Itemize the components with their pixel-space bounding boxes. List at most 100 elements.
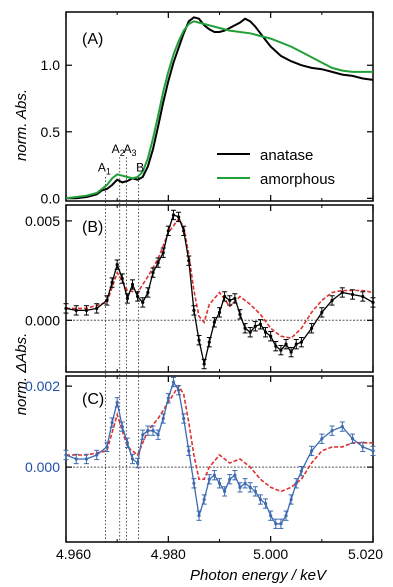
data-point	[238, 485, 242, 489]
data-point	[228, 298, 232, 303]
legend-anatase-label: anatase	[260, 147, 313, 164]
y-tick-label: 0.000	[25, 459, 60, 475]
data-point	[176, 388, 181, 392]
data-point	[197, 338, 201, 342]
data-point	[269, 514, 273, 518]
data-point	[371, 449, 375, 453]
x-tick-label: 5.020	[348, 546, 383, 562]
data-point	[243, 326, 247, 330]
data-point	[64, 306, 68, 310]
data-point	[299, 340, 303, 344]
data-point	[248, 485, 252, 489]
data-point	[141, 300, 145, 305]
data-point	[258, 322, 263, 326]
data-point	[299, 469, 303, 473]
data-point	[258, 497, 263, 502]
data-point	[350, 437, 355, 441]
data-point	[130, 282, 135, 287]
data-point	[95, 453, 99, 457]
series-anatase-line	[66, 16, 374, 200]
data-point	[340, 290, 344, 295]
panel-b-label: (B)	[82, 219, 103, 236]
data-point	[156, 433, 160, 437]
x-tick-label: 5.000	[253, 546, 288, 562]
data-point	[263, 501, 268, 506]
data-point	[202, 362, 206, 366]
data-point	[274, 522, 278, 526]
data-point	[212, 320, 216, 324]
data-point	[105, 445, 109, 449]
data-point	[279, 522, 283, 526]
data-point	[187, 259, 191, 263]
reference-dashed-line	[66, 384, 373, 493]
data-point	[146, 290, 150, 295]
panel-c-label: (C)	[82, 391, 104, 408]
panel-a-label: (A)	[82, 31, 103, 48]
data-point	[182, 416, 186, 421]
x-axis-title: Photon energy / keV	[190, 567, 328, 584]
data-point	[284, 342, 288, 346]
data-point	[166, 229, 170, 233]
data-point	[187, 449, 191, 453]
data-point	[294, 481, 298, 485]
data-point	[253, 489, 257, 493]
data-point	[151, 270, 155, 275]
data-point	[192, 308, 196, 312]
data-point	[84, 308, 89, 312]
y-tick-label: 0.002	[25, 378, 60, 394]
data-point	[161, 416, 165, 421]
data-point	[253, 324, 257, 328]
data-point	[136, 461, 140, 465]
peak-annotation: A3	[123, 142, 136, 158]
y-tick-label: 0.005	[25, 213, 60, 229]
data-point	[115, 263, 119, 267]
y-tick-label: 1.0	[41, 57, 61, 73]
data-point	[136, 294, 140, 299]
data-point	[223, 489, 227, 493]
panel-bc-ylabel: norm. ΔAbs.	[13, 333, 30, 416]
data-point	[110, 420, 114, 425]
data-point	[141, 433, 145, 437]
data-point	[151, 429, 155, 433]
y-tick-label: 0.5	[41, 124, 61, 140]
data-point	[64, 453, 68, 457]
data-point	[217, 481, 222, 485]
x-tick-label: 4.980	[151, 546, 186, 562]
data-point	[120, 425, 124, 429]
reference-dashed-line	[66, 217, 374, 340]
data-point	[238, 312, 242, 316]
data-point	[146, 429, 150, 433]
series-amorphous-line	[65, 20, 373, 200]
data-point	[310, 326, 314, 330]
data-point	[289, 350, 293, 354]
data-point	[84, 457, 89, 461]
data-point	[284, 514, 288, 518]
data-point	[330, 298, 334, 303]
data-point	[74, 457, 78, 461]
data-point	[171, 380, 176, 384]
data-point	[161, 251, 165, 255]
data-point	[320, 310, 324, 314]
data-point	[125, 296, 129, 301]
data-point	[171, 213, 176, 217]
data-point	[274, 344, 278, 348]
data-point	[120, 276, 124, 281]
data-point	[263, 330, 268, 334]
data-point	[243, 481, 247, 485]
data-point	[350, 292, 355, 297]
data-point	[289, 497, 293, 502]
data-point	[217, 310, 222, 314]
peak-annotation: A1	[98, 161, 111, 177]
data-point	[269, 334, 273, 338]
data-point	[197, 514, 201, 518]
data-point	[233, 473, 237, 477]
data-point	[212, 473, 216, 477]
data-point	[361, 445, 365, 449]
data-point	[320, 437, 324, 441]
data-point	[105, 298, 109, 303]
panel-c-frame	[65, 375, 374, 543]
data-point	[176, 215, 181, 219]
data-point	[95, 306, 99, 310]
data-point	[156, 261, 160, 265]
